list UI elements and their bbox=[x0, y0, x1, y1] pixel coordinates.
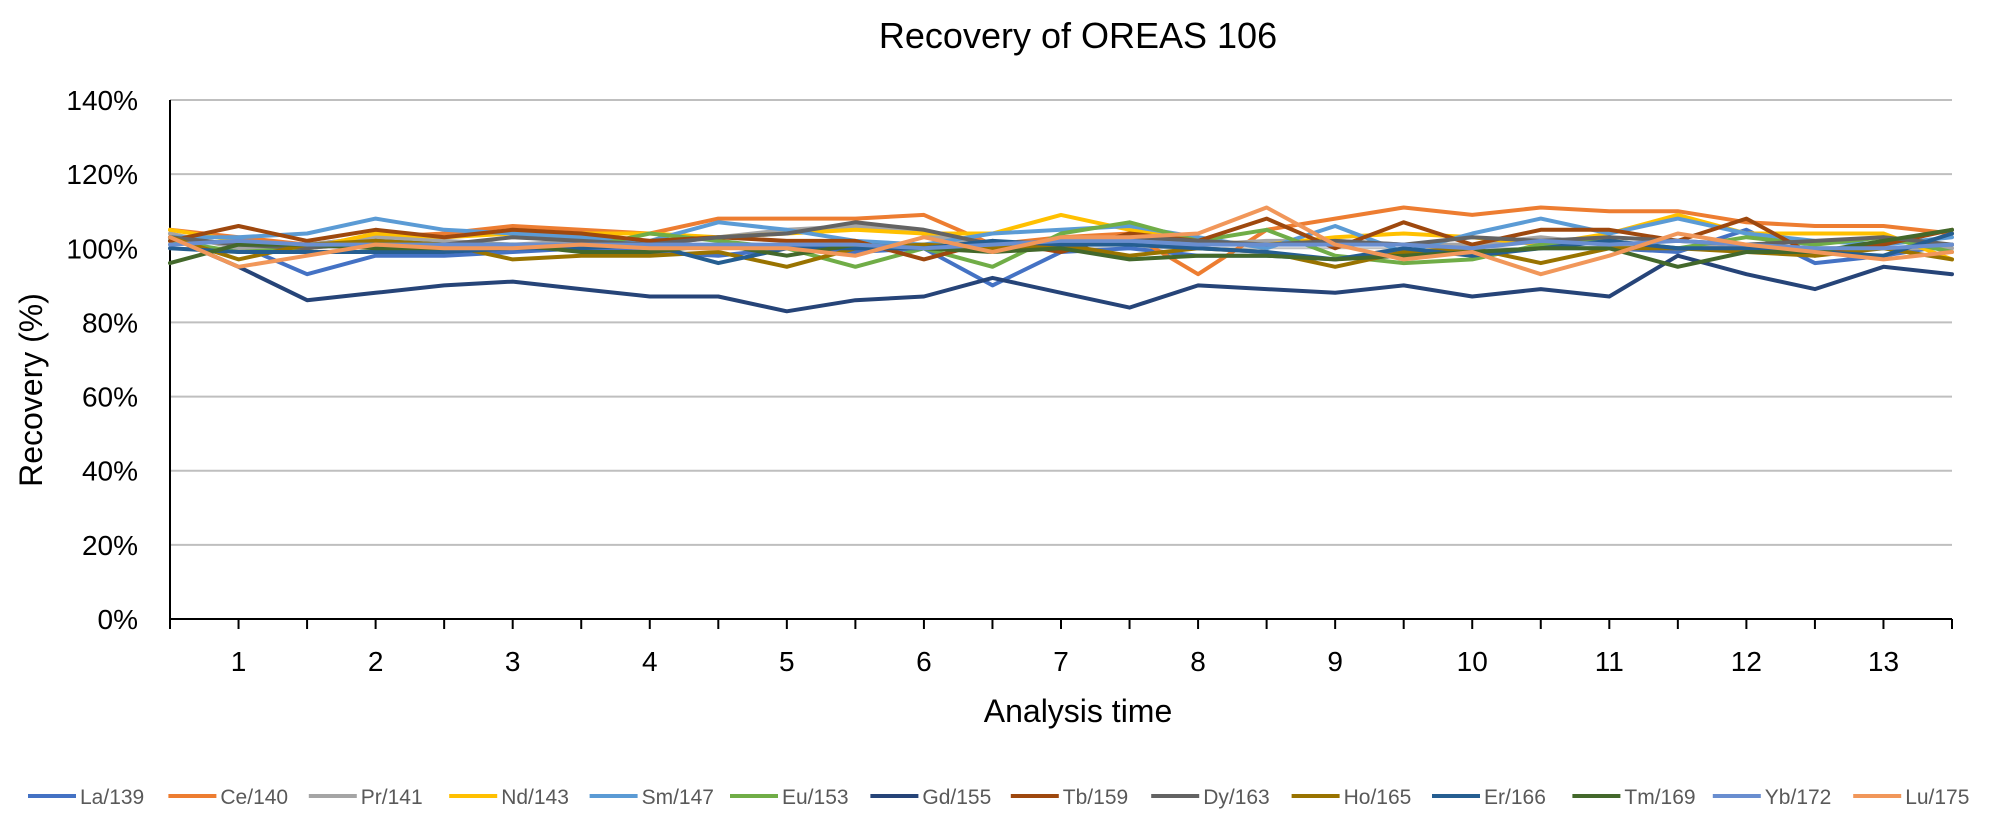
y-tick-label: 80% bbox=[82, 307, 138, 338]
series-line-lu-175 bbox=[168, 205, 1954, 277]
legend-label: Ce/140 bbox=[220, 786, 288, 809]
y-tick-label: 20% bbox=[82, 530, 138, 561]
legend-label: Tb/159 bbox=[1063, 786, 1128, 809]
x-tick-label: 4 bbox=[642, 646, 658, 677]
legend-label: Yb/172 bbox=[1765, 786, 1832, 809]
series-lines bbox=[168, 205, 1954, 314]
legend-label: La/139 bbox=[80, 786, 144, 809]
y-axis-title: Recovery (%) bbox=[13, 293, 49, 487]
x-tick-label: 6 bbox=[916, 646, 932, 677]
legend-label: Tm/169 bbox=[1624, 786, 1695, 809]
legend-label: Ho/165 bbox=[1344, 786, 1412, 809]
y-tick-label: 100% bbox=[66, 233, 138, 264]
x-axis-title: Analysis time bbox=[984, 693, 1173, 729]
x-tick-label: 1 bbox=[231, 646, 247, 677]
y-tick-label: 140% bbox=[66, 85, 138, 116]
series-line-sm-147 bbox=[168, 216, 1954, 254]
series-line-gd-155 bbox=[168, 235, 1954, 314]
x-tick-label: 3 bbox=[505, 646, 521, 677]
legend: La/139 Ce/140 Pr/141 Nd/143 Sm/147 Eu/153 Gd/1… bbox=[28, 786, 1969, 809]
gridlines bbox=[170, 99, 1952, 546]
axes: 0%20%40%60%80%100%120%140%1 2 3 4 5 6 7 8 9 10 11 1… bbox=[66, 85, 1953, 677]
x-tick-label: 8 bbox=[1190, 646, 1206, 677]
legend-label: Gd/155 bbox=[922, 786, 991, 809]
series-line-er-166 bbox=[168, 231, 1954, 266]
x-tick-label: 9 bbox=[1327, 646, 1343, 677]
x-tick-label: 11 bbox=[1595, 646, 1624, 677]
legend-label: Sm/147 bbox=[642, 786, 714, 809]
x-tick-label: 7 bbox=[1053, 646, 1069, 677]
x-tick-label: 5 bbox=[779, 646, 795, 677]
legend-label: Dy/163 bbox=[1203, 786, 1270, 809]
legend-label: Eu/153 bbox=[782, 786, 849, 809]
x-tick-label: 13 bbox=[1868, 646, 1899, 677]
legend-label: Pr/141 bbox=[361, 786, 423, 809]
series-line-tb-159 bbox=[168, 216, 1954, 262]
y-tick-label: 0% bbox=[98, 604, 138, 635]
legend-label: Er/166 bbox=[1484, 786, 1546, 809]
x-tick-label: 10 bbox=[1457, 646, 1488, 677]
y-tick-label: 60% bbox=[82, 382, 138, 413]
legend-label: Nd/143 bbox=[501, 786, 569, 809]
x-tick-label: 2 bbox=[368, 646, 384, 677]
x-tick-label: 12 bbox=[1731, 646, 1762, 677]
legend-label: Lu/175 bbox=[1905, 786, 1969, 809]
chart-title: Recovery of OREAS 106 bbox=[879, 15, 1277, 56]
y-tick-label: 40% bbox=[82, 456, 138, 487]
y-tick-label: 120% bbox=[66, 159, 138, 190]
